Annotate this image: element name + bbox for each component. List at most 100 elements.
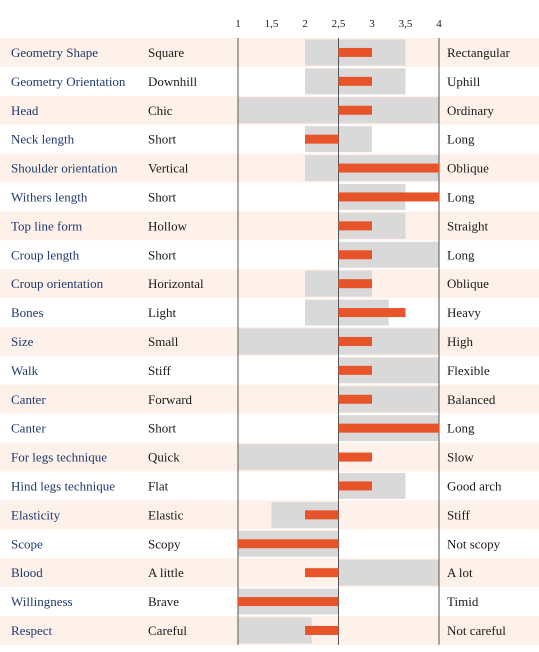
value-bar bbox=[338, 279, 372, 289]
value-bar bbox=[338, 163, 439, 173]
value-bar bbox=[338, 365, 372, 375]
value-bar bbox=[338, 481, 372, 491]
high-end-label: Uphill bbox=[447, 74, 481, 89]
tick-label: 3,5 bbox=[399, 18, 413, 30]
trait-label: Neck length bbox=[11, 132, 75, 147]
low-end-label: Careful bbox=[148, 623, 187, 638]
trait-label: Elasticity bbox=[11, 507, 61, 522]
low-end-label: Short bbox=[148, 132, 177, 147]
low-end-label: Downhill bbox=[148, 74, 198, 89]
value-bar bbox=[338, 250, 372, 260]
high-end-label: A lot bbox=[447, 565, 473, 580]
tick-label: 3 bbox=[369, 18, 375, 30]
value-bar bbox=[305, 625, 339, 635]
trait-label: Size bbox=[11, 334, 34, 349]
range-band bbox=[238, 444, 339, 471]
row-shade bbox=[0, 153, 539, 183]
trait-label: Top line form bbox=[11, 218, 82, 233]
value-bar bbox=[338, 394, 372, 404]
low-end-label: Light bbox=[148, 305, 177, 320]
low-end-label: Vertical bbox=[148, 161, 189, 176]
high-end-label: Ordinary bbox=[447, 103, 494, 118]
low-end-label: Chic bbox=[148, 103, 173, 118]
row-shade bbox=[0, 38, 539, 67]
trait-label: For legs technique bbox=[11, 450, 107, 465]
tick-label: 2,5 bbox=[332, 18, 346, 30]
row-shade bbox=[0, 500, 539, 530]
tick-label: 2 bbox=[302, 18, 308, 30]
trait-label: Hind legs technique bbox=[11, 478, 115, 493]
trait-label: Head bbox=[11, 103, 39, 118]
value-bar bbox=[338, 105, 372, 115]
tick-label: 1 bbox=[235, 18, 241, 30]
high-end-label: Not careful bbox=[447, 623, 506, 638]
trait-label: Walk bbox=[11, 363, 39, 378]
high-end-label: Balanced bbox=[447, 392, 496, 407]
value-bar bbox=[338, 47, 372, 57]
low-end-label: Brave bbox=[148, 594, 179, 609]
value-bar bbox=[238, 597, 339, 607]
high-end-label: Stiff bbox=[447, 507, 471, 522]
high-end-label: Rectangular bbox=[447, 45, 510, 60]
row-shade bbox=[0, 558, 539, 588]
trait-label: Canter bbox=[11, 392, 46, 407]
range-band bbox=[238, 617, 312, 644]
value-bar bbox=[338, 452, 372, 462]
trait-label: Respect bbox=[11, 623, 53, 638]
low-end-label: A little bbox=[148, 565, 184, 580]
low-end-label: Quick bbox=[148, 450, 180, 465]
trait-label: Geometry Shape bbox=[11, 45, 98, 60]
trait-label: Withers length bbox=[11, 189, 88, 204]
low-end-label: Scopy bbox=[148, 536, 181, 551]
high-end-label: Flexible bbox=[447, 363, 490, 378]
row-shade bbox=[0, 384, 539, 414]
low-end-label: Square bbox=[148, 45, 184, 60]
low-end-label: Short bbox=[148, 189, 177, 204]
trait-label: Willingness bbox=[11, 594, 73, 609]
high-end-label: Straight bbox=[447, 218, 489, 233]
value-bar bbox=[338, 423, 439, 433]
high-end-label: Not scopy bbox=[447, 536, 501, 551]
value-bar bbox=[305, 134, 339, 144]
value-bar bbox=[238, 539, 339, 549]
trait-label: Croup length bbox=[11, 247, 80, 262]
high-end-label: Long bbox=[447, 247, 475, 262]
value-bar bbox=[338, 76, 372, 86]
value-bars bbox=[238, 47, 439, 635]
range-band bbox=[338, 559, 439, 586]
value-bar bbox=[305, 510, 339, 520]
row-shade bbox=[0, 269, 539, 299]
row-shade bbox=[0, 211, 539, 241]
high-end-label: Timid bbox=[447, 594, 479, 609]
high-end-label: Long bbox=[447, 189, 475, 204]
low-end-label: Hollow bbox=[148, 218, 188, 233]
low-end-label: Flat bbox=[148, 478, 169, 493]
tick-labels: 1 1,5 2 2,5 3 3,5 4 bbox=[235, 18, 442, 30]
value-bar bbox=[338, 192, 439, 202]
high-end-label: Good arch bbox=[447, 478, 502, 493]
trait-label: Croup orientation bbox=[11, 276, 104, 291]
value-bar bbox=[338, 336, 372, 346]
value-bar bbox=[338, 308, 406, 318]
low-end-label: Elastic bbox=[148, 507, 184, 522]
trait-label: Scope bbox=[11, 536, 43, 551]
high-end-label: Long bbox=[447, 132, 475, 147]
trait-label: Geometry Orientation bbox=[11, 74, 126, 89]
high-end-label: Oblique bbox=[447, 161, 489, 176]
trait-label: Bones bbox=[11, 305, 44, 320]
low-end-label: Short bbox=[148, 421, 177, 436]
high-end-label: Heavy bbox=[447, 305, 481, 320]
value-bar bbox=[305, 568, 339, 578]
high-end-label: High bbox=[447, 334, 474, 349]
high-end-label: Long bbox=[447, 421, 475, 436]
trait-label: Shoulder orientation bbox=[11, 161, 118, 176]
low-end-label: Horizontal bbox=[148, 276, 204, 291]
tick-label: 4 bbox=[436, 18, 442, 30]
low-end-label: Short bbox=[148, 247, 177, 262]
tick-label: 1,5 bbox=[265, 18, 279, 30]
low-end-label: Forward bbox=[148, 392, 193, 407]
high-end-label: Slow bbox=[447, 450, 474, 465]
trait-label: Canter bbox=[11, 421, 46, 436]
trait-label: Blood bbox=[11, 565, 43, 580]
